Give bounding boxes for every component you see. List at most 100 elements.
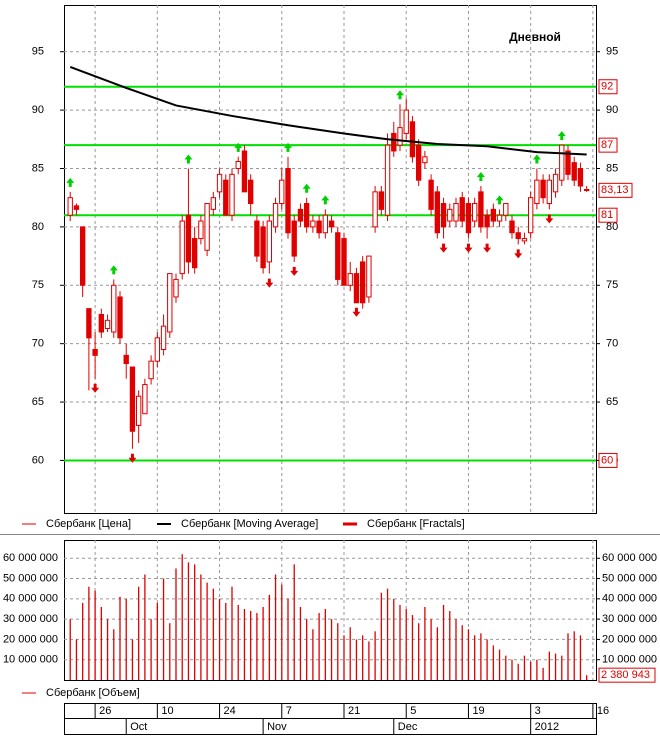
y-tick-label: 20 000 000 (602, 633, 657, 645)
fractal-down (290, 266, 299, 276)
level-label: 60 (601, 454, 613, 466)
candle-body (503, 203, 509, 216)
candle-body (440, 203, 447, 228)
y-tick-label: 10 000 000 (3, 654, 58, 666)
candle-body (378, 191, 385, 210)
candle-body (117, 296, 123, 339)
y-tick-label: 30 000 000 (602, 613, 657, 625)
candle-body (552, 173, 559, 193)
current-volume-label: 2 380 943 (601, 669, 650, 681)
legend-label: Сбербанк [Объем] (46, 687, 140, 699)
y-tick-label: 80 (32, 221, 44, 233)
candle-body (372, 191, 378, 228)
x-tick-label: 19 (472, 705, 484, 717)
legend-label: Сбербанк [Moving Average] (181, 518, 318, 530)
level-label-box (598, 207, 618, 223)
candle-body (111, 284, 117, 333)
candle-body (104, 319, 111, 329)
candle-body (397, 127, 403, 146)
fractal-up (476, 172, 485, 182)
y-tick-label: 65 (606, 396, 618, 408)
y-tick-label: 65 (32, 396, 44, 408)
fractal-down (128, 453, 137, 463)
y-tick-label: 75 (606, 279, 618, 291)
candle-body (123, 354, 129, 365)
candle-body (496, 214, 503, 222)
candle-body (173, 278, 179, 298)
x-tick-label: 24 (224, 705, 236, 717)
fractal-down (439, 243, 448, 253)
y-tick-label: 60 000 000 (3, 552, 58, 564)
candle-body (459, 197, 465, 222)
candle-body (185, 214, 192, 263)
fractal-down (514, 249, 523, 259)
y-tick-label: 85 (32, 162, 44, 174)
candle-body (534, 179, 540, 205)
candle-body (577, 167, 584, 187)
candle-body (521, 238, 528, 242)
current-volume-box (598, 667, 656, 683)
candle-body (546, 179, 553, 205)
y-tick-label: 95 (606, 46, 618, 58)
chart-title: Дневной (509, 30, 561, 44)
candle-body (285, 167, 291, 234)
x-tick-label: 26 (99, 705, 111, 717)
candle-body (272, 203, 279, 228)
x-tick-label: 16 (597, 705, 609, 717)
y-tick-label: 70 (32, 338, 44, 350)
fractal-down (352, 307, 361, 317)
current-price-box (598, 182, 633, 198)
legend-label: Сбербанк [Fractals] (367, 518, 465, 530)
candle-body (279, 179, 285, 205)
candle-body (154, 337, 161, 362)
candle-body (447, 208, 453, 222)
candle-body (179, 220, 185, 275)
candle-body (428, 179, 434, 210)
fractal-up (396, 90, 404, 100)
candle-body (415, 144, 422, 181)
y-tick-label: 30 000 000 (3, 613, 58, 625)
candle-body (223, 179, 229, 216)
candle-body (335, 232, 341, 280)
y-tick-label: 90 (606, 104, 618, 116)
candle-body (67, 197, 73, 216)
candle-body (583, 189, 590, 192)
fractal-down (483, 243, 492, 253)
candle-body (359, 261, 366, 304)
candle-body (565, 150, 571, 175)
candle-body (322, 214, 329, 234)
candle-body (135, 395, 142, 426)
candle-body (347, 273, 353, 286)
candle-body (191, 238, 198, 269)
candle-body (559, 144, 565, 181)
y-tick-label: 40 000 000 (602, 593, 657, 605)
y-tick-label: 80 (606, 221, 618, 233)
fractal-up (532, 154, 541, 164)
y-tick-label: 75 (32, 279, 44, 291)
x-tick-label: 21 (348, 705, 360, 717)
candle-body (142, 384, 148, 415)
y-tick-label: 70 (606, 338, 618, 350)
month-label: Oct (130, 721, 147, 733)
fractal-up (109, 265, 118, 275)
legend-label: Сбербанк [Цена] (46, 518, 131, 530)
level-label: 92 (601, 81, 613, 93)
y-tick-label: 10 000 000 (602, 654, 657, 666)
y-tick-label: 60 000 000 (602, 552, 657, 564)
candle-body (341, 238, 347, 286)
y-tick-label: 85 (606, 162, 618, 174)
y-tick-label: 95 (32, 46, 44, 58)
candle-body (291, 220, 297, 257)
candle-body (247, 179, 254, 205)
fractal-up (234, 142, 243, 152)
candle-body (148, 360, 154, 380)
moving-average (69, 65, 587, 156)
candle-body (198, 220, 204, 240)
candle-body (303, 203, 310, 228)
candle-body (204, 203, 210, 251)
fractal-up (184, 154, 193, 164)
x-tick-label: 7 (286, 705, 292, 717)
candle-body (241, 150, 248, 193)
level-label: 87 (601, 139, 613, 151)
fractal-up (321, 195, 330, 205)
